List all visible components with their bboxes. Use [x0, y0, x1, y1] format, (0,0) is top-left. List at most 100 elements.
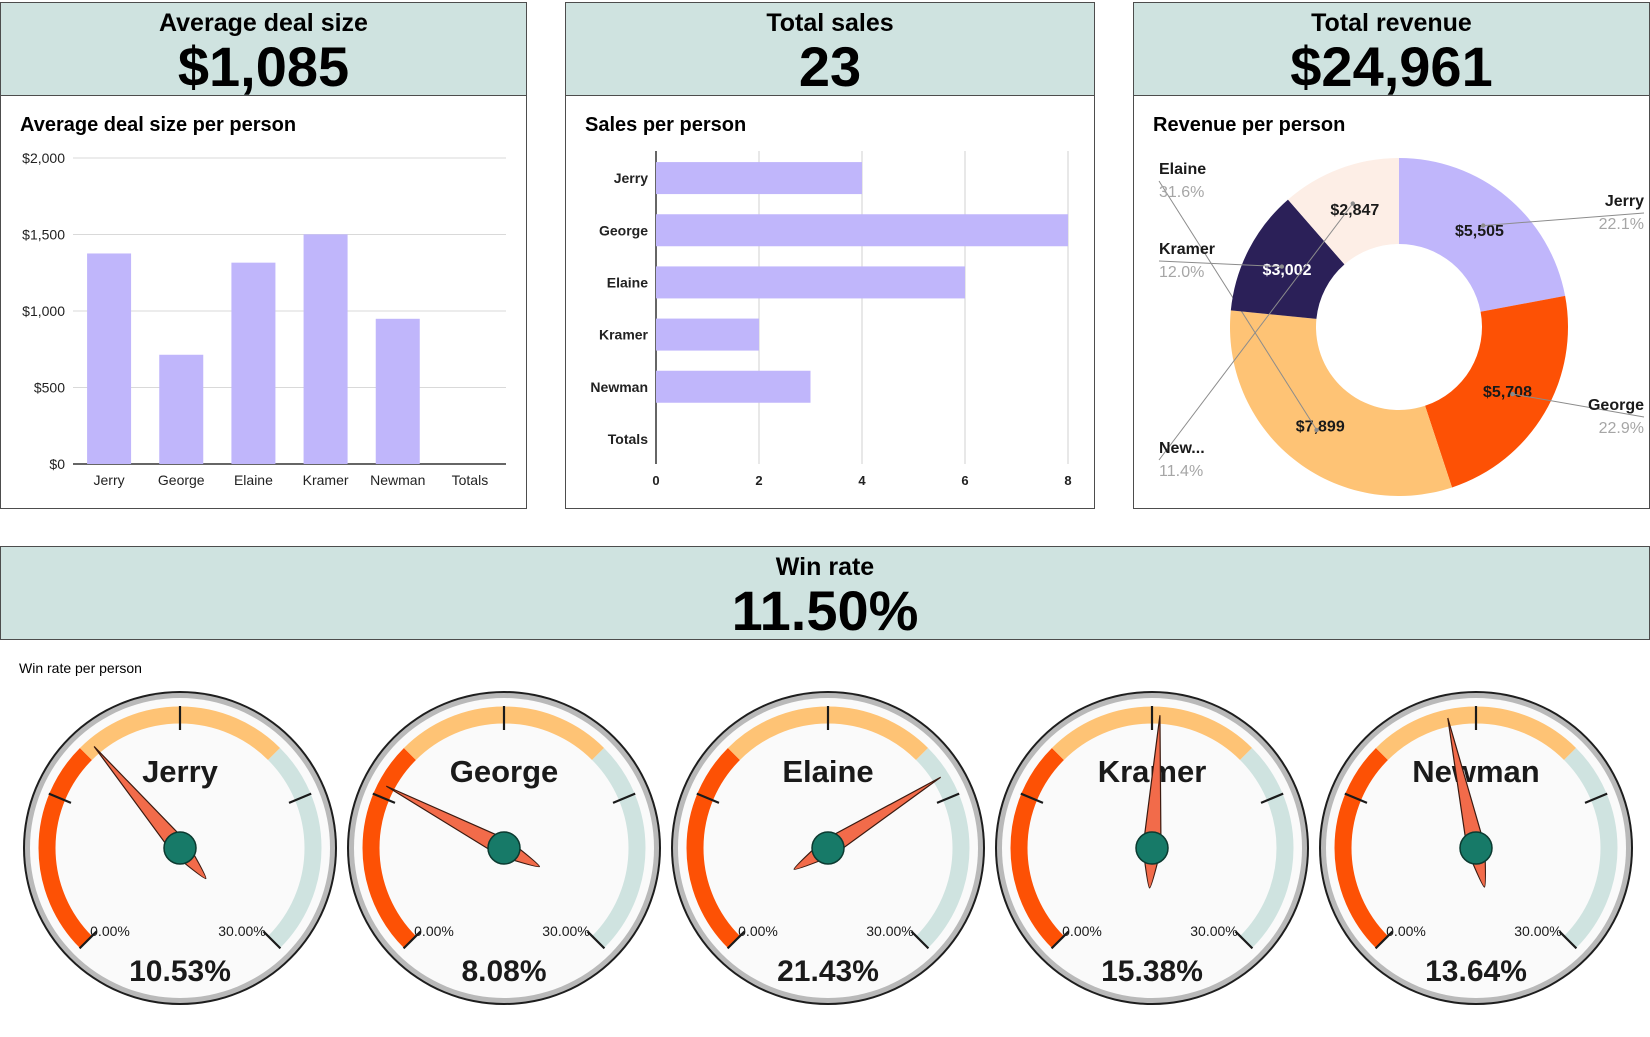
bar — [656, 162, 862, 195]
gauge-tick — [262, 930, 282, 950]
gauge-min-label: 0.00% — [738, 923, 778, 939]
gauge-tick — [288, 792, 312, 804]
gauge-tick — [1020, 792, 1044, 804]
sales-chart-panel: Sales per person 0 2 4 6 8 Jerry George Elaine K… — [565, 96, 1095, 509]
slice-name-label: Elaine — [1159, 161, 1206, 178]
leader-dot — [1350, 201, 1355, 206]
gauge-band-low — [38, 747, 93, 949]
slice-value-label: $3,002 — [1263, 262, 1312, 279]
gauge-tick — [78, 930, 98, 950]
bar — [87, 253, 132, 464]
gauge-hub — [163, 831, 197, 865]
donut-slice — [1230, 199, 1345, 319]
y-tick-label: $500 — [34, 380, 65, 396]
gauge-tick — [1234, 930, 1254, 950]
gauge-band-high — [591, 747, 646, 949]
gauge-name-label: George — [450, 754, 559, 789]
kpi-card-avg-deal: Average deal size $1,085 — [0, 2, 527, 96]
gauge-tick — [402, 930, 422, 950]
gauge-min-label: 0.00% — [1386, 923, 1426, 939]
gauge-tick — [1584, 792, 1608, 804]
gauge-band-low — [362, 747, 417, 949]
avg-deal-chart-panel: Average deal size per person $0 $500 $1,00… — [0, 96, 527, 509]
x-tick-label: Kramer — [303, 472, 349, 488]
leader-line — [1483, 212, 1645, 227]
gauge-max-label: 30.00% — [1514, 923, 1561, 939]
bar — [656, 266, 965, 299]
slice-value-label: $2,847 — [1330, 202, 1379, 219]
gauge-tick — [910, 930, 930, 950]
kpi-value: $1,085 — [177, 35, 350, 98]
leader-line — [1158, 203, 1354, 461]
leader-dot — [1314, 427, 1319, 433]
win-rate-gauges: Jerry 0.00% 30.00% 10.53% George 0.00% 30.00% 8… — [23, 691, 1633, 1005]
gauge-max-label: 30.00% — [542, 923, 589, 939]
kpi-value: $24,961 — [1290, 35, 1493, 98]
bar — [159, 354, 204, 464]
y-tick-label: $1,000 — [22, 303, 65, 319]
gauge-hub — [1135, 831, 1169, 865]
slice-name-label: George — [1588, 397, 1644, 414]
slice-name-label: New... — [1159, 440, 1205, 457]
x-tick-label: Jerry — [94, 472, 125, 488]
gauge-min-label: 0.00% — [414, 923, 454, 939]
gauge-tick — [696, 792, 720, 804]
gauge-value-label: 10.53% — [129, 955, 231, 988]
gauge-tick — [1050, 930, 1070, 950]
gauge-min-label: 0.00% — [1062, 923, 1102, 939]
gauge-tick — [372, 792, 396, 804]
gauge-tick — [1344, 792, 1368, 804]
x-tick-label: George — [158, 472, 205, 488]
y-tick-label: $1,500 — [22, 227, 65, 243]
gauge-min-label: 0.00% — [90, 923, 130, 939]
y-tick-label: Jerry — [614, 170, 648, 186]
x-tick-label: 0 — [652, 473, 659, 488]
bar — [656, 214, 1068, 247]
slice-pct-label: 22.1% — [1599, 216, 1644, 233]
x-tick-label: 8 — [1064, 473, 1071, 488]
donut-slice — [1425, 295, 1568, 488]
gauge-band-high — [1563, 747, 1618, 949]
kpi-label: Win rate — [775, 553, 875, 581]
gauge-name-label: Jerry — [142, 754, 219, 789]
gauge-hub — [487, 831, 521, 865]
gauge-hub — [1459, 831, 1493, 865]
kpi-value: 11.50% — [731, 579, 919, 642]
kpi-card-win-rate: Win rate 11.50% — [0, 546, 1650, 640]
slice-pct-label: 12.0% — [1159, 264, 1204, 281]
x-tick-label: Elaine — [234, 472, 273, 488]
y-tick-label: Totals — [608, 431, 648, 447]
slice-name-label: Jerry — [1605, 193, 1644, 210]
kpi-label: Total revenue — [1311, 9, 1472, 37]
x-tick-label: Newman — [370, 472, 425, 488]
gauge-tick — [612, 792, 636, 804]
chart-title: Average deal size per person — [20, 114, 297, 136]
gauge-name-label: Elaine — [782, 754, 873, 789]
gauge-hub — [811, 831, 845, 865]
kpi-label: Average deal size — [159, 9, 368, 37]
leader-line — [1158, 260, 1282, 268]
slice-value-label: $5,708 — [1483, 384, 1532, 401]
slice-value-label: $5,505 — [1455, 223, 1504, 240]
leader-dot — [1279, 264, 1285, 269]
gauge-max-label: 30.00% — [866, 923, 913, 939]
y-tick-label: $0 — [49, 456, 65, 472]
bar — [656, 370, 811, 403]
leader-dot — [1510, 391, 1515, 397]
bar — [231, 262, 276, 464]
gauge-band-low — [1334, 747, 1389, 949]
slice-name-label: Kramer — [1159, 241, 1215, 258]
gauge-band-low — [1010, 747, 1065, 949]
bar — [375, 318, 420, 464]
win-rate-chart-title: Win rate per person — [19, 660, 142, 676]
leader-line — [1512, 393, 1645, 418]
avg-deal-bar-chart: $0 $500 $1,000 $1,500 $2,000 Jerry George Elain… — [22, 150, 506, 488]
gauge-value-label: 15.38% — [1101, 955, 1203, 988]
kpi-label: Total sales — [766, 9, 894, 37]
gauge-band-high — [1239, 747, 1294, 949]
y-tick-label: Elaine — [607, 274, 648, 290]
gauge-tick — [1260, 792, 1284, 804]
gauge-tick — [1374, 930, 1394, 950]
gauge-tick — [936, 792, 960, 804]
gauge-value-label: 8.08% — [461, 955, 546, 988]
